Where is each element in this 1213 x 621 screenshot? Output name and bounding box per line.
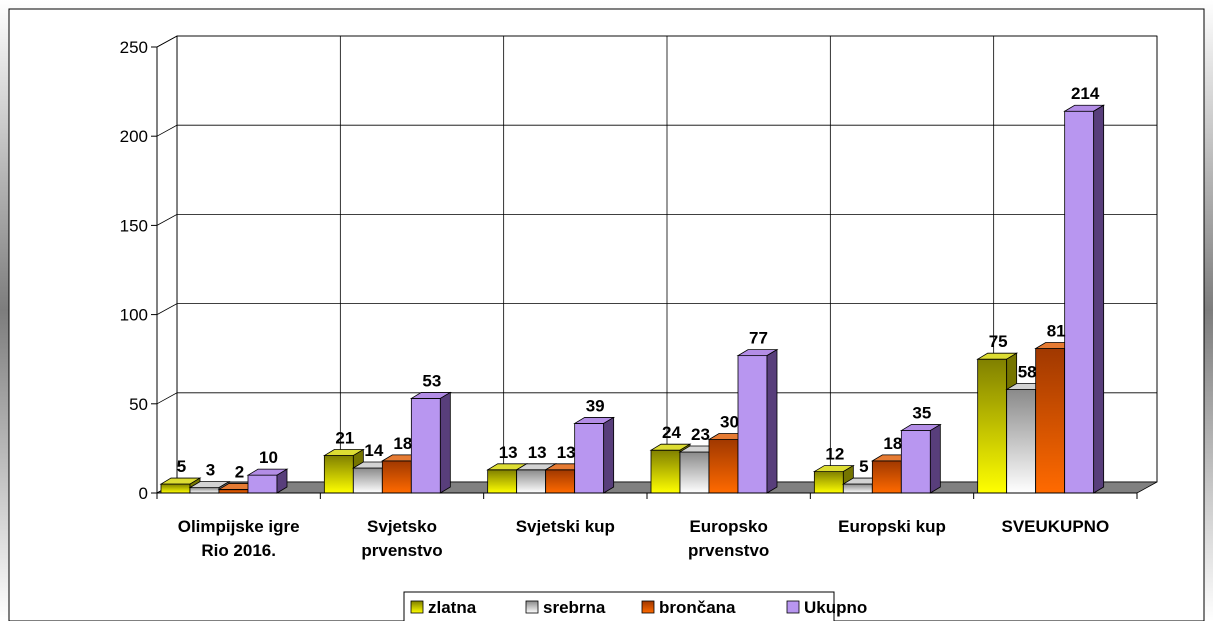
bar-front <box>900 430 931 494</box>
data-label: 35 <box>912 404 931 423</box>
bar-front <box>516 469 547 494</box>
bar-front <box>218 489 249 494</box>
bar-front <box>1006 389 1037 494</box>
side-wall <box>156 35 178 494</box>
bar-side <box>1093 104 1105 494</box>
data-label: 214 <box>1071 84 1100 103</box>
bar-front <box>487 469 518 494</box>
bar-Ukupno <box>899 423 942 494</box>
y-tick-label: 200 <box>120 127 148 146</box>
x-tick-label: Svjetski kup <box>516 517 615 536</box>
bar-Ukupno <box>409 391 452 494</box>
data-label: 75 <box>989 332 1008 351</box>
bar-side <box>276 468 288 494</box>
y-tick-label: 100 <box>120 306 148 325</box>
legend-swatch <box>786 600 800 614</box>
x-tick-label: SVEUKUPNO <box>1001 517 1109 536</box>
data-label: 18 <box>883 434 902 453</box>
bar-front <box>737 355 768 494</box>
bar-front <box>574 423 605 494</box>
bar-front <box>381 460 412 494</box>
y-tick-label: 0 <box>139 484 148 503</box>
legend-label: brončana <box>659 598 736 617</box>
x-tick-label: Europski kup <box>838 517 946 536</box>
data-label: 23 <box>691 425 710 444</box>
bar-front <box>708 439 739 494</box>
data-label: 14 <box>364 441 383 460</box>
data-label: 5 <box>177 457 186 476</box>
bar-Ukupno <box>573 416 616 494</box>
legend: zlatna srebrna brončana Ukupno <box>403 591 867 621</box>
bar-front <box>977 358 1008 494</box>
data-label: 58 <box>1018 363 1037 382</box>
bar-front <box>410 398 441 494</box>
bar-Ukupno <box>736 348 779 494</box>
legend-item-brončana: brončana <box>641 598 736 617</box>
data-label: 21 <box>335 429 354 448</box>
bar-front <box>650 449 681 494</box>
bar-front <box>1064 110 1095 494</box>
legend-label: Ukupno <box>804 598 867 617</box>
data-label: 2 <box>235 462 244 481</box>
data-label: 24 <box>662 423 681 442</box>
bar-side <box>439 391 451 494</box>
bar-front <box>545 469 576 494</box>
data-label: 10 <box>259 448 278 467</box>
bar-front <box>679 451 710 494</box>
legend-swatch <box>410 600 424 614</box>
legend-item-Ukupno: Ukupno <box>786 598 867 617</box>
bar-front <box>813 471 844 494</box>
y-tick-label: 150 <box>120 216 148 235</box>
data-label: 30 <box>720 412 739 431</box>
bar-front <box>842 483 873 494</box>
bar-Ukupno <box>1063 104 1106 494</box>
bar-zlatna <box>812 464 855 494</box>
data-label: 39 <box>586 396 605 415</box>
bar-front <box>352 467 383 494</box>
bar-side <box>603 416 615 494</box>
y-tick-label: 250 <box>120 38 148 57</box>
legend-swatch <box>525 600 539 614</box>
bar-side <box>929 423 941 494</box>
x-tick-label: Svjetsko prvenstvo <box>361 517 442 560</box>
axes: 0 50 100 150 200 250 Olimpijske igre Rio 2016. S… <box>120 38 1138 560</box>
bar-front <box>247 474 278 494</box>
data-label: 5 <box>859 457 868 476</box>
data-label: 13 <box>499 443 518 462</box>
x-tick-label: Europsko prvenstvo <box>688 517 769 560</box>
data-label: 3 <box>206 461 215 480</box>
legend-box <box>403 591 835 621</box>
x-tick-label: Olimpijske igre Rio 2016. <box>178 517 300 560</box>
data-label: 77 <box>749 329 768 348</box>
data-label: 53 <box>422 371 441 390</box>
bar-front <box>160 483 191 494</box>
data-label: 13 <box>557 443 576 462</box>
bars <box>159 104 1106 494</box>
bar-front <box>323 455 354 494</box>
legend-item-zlatna: zlatna <box>410 598 477 617</box>
data-label: 13 <box>528 443 547 462</box>
data-label: 18 <box>393 434 412 453</box>
legend-item-srebrna: srebrna <box>525 598 606 617</box>
legend-label: srebrna <box>543 598 606 617</box>
bar-front <box>189 487 220 494</box>
legend-swatch <box>641 600 655 614</box>
bar-Ukupno <box>246 468 289 494</box>
bar-side <box>766 348 778 494</box>
bar-front <box>1035 348 1066 494</box>
bar-front <box>871 460 902 494</box>
data-label: 81 <box>1047 321 1066 340</box>
y-tick-label: 50 <box>129 395 148 414</box>
legend-label: zlatna <box>428 598 477 617</box>
data-label: 12 <box>825 445 844 464</box>
